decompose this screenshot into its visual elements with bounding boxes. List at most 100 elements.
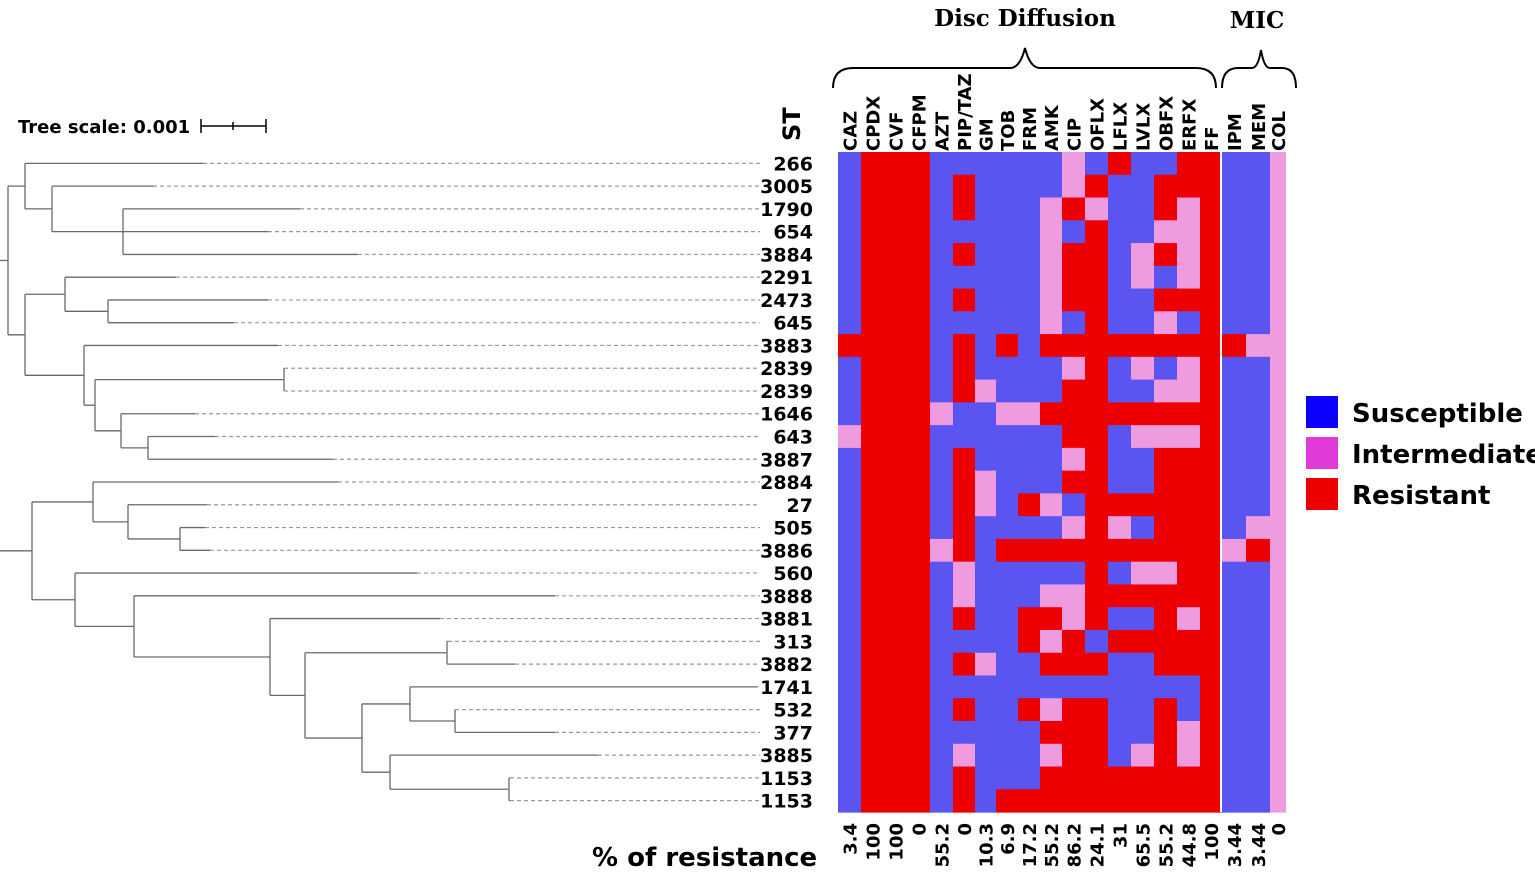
heatmap-cell	[884, 629, 907, 654]
heatmap-cell	[1177, 493, 1200, 517]
heatmap-cell	[1062, 152, 1085, 176]
heatmap-cell	[1270, 652, 1286, 677]
heatmap-cell	[907, 561, 930, 586]
heatmap-cell	[1085, 356, 1108, 381]
antibiotic-header: ERFX	[1180, 99, 1201, 151]
heatmap-cell	[930, 629, 953, 654]
heatmap-cell	[1018, 766, 1040, 790]
heatmap-cell	[1062, 698, 1085, 722]
heatmap-cell	[1062, 721, 1085, 745]
heatmap-cell	[1131, 629, 1154, 654]
heatmap-cell	[884, 311, 907, 335]
heatmap-cell	[907, 220, 930, 244]
strain-label: 560	[773, 563, 813, 585]
heatmap-cell	[1108, 743, 1131, 768]
heatmap-cell	[1131, 197, 1154, 221]
heatmap-cell	[861, 197, 884, 221]
strain-label: 3881	[760, 609, 813, 631]
heatmap-cell	[975, 789, 996, 813]
heatmap-cell	[996, 334, 1018, 358]
legend-label: Resistant	[1352, 481, 1490, 511]
heatmap-cell	[1154, 402, 1177, 426]
heatmap-cell	[1177, 265, 1200, 290]
heatmap-cell	[953, 743, 975, 768]
resistance-pct-label: 10.3	[977, 823, 998, 867]
antibiotic-header: LFLX	[1111, 102, 1132, 151]
heatmap-cell	[838, 379, 861, 403]
heatmap-cell	[1062, 402, 1085, 426]
heatmap-cell	[975, 402, 996, 426]
heatmap-cell	[1040, 356, 1062, 381]
heatmap-cell	[838, 675, 861, 699]
heatmap-cell	[1040, 584, 1062, 608]
heatmap-cell	[907, 493, 930, 517]
mic-title: MIC	[1230, 7, 1285, 34]
heatmap-cell	[930, 561, 953, 586]
heatmap-cell	[1018, 220, 1040, 244]
heatmap-cell	[996, 288, 1018, 312]
heatmap-cell	[1270, 470, 1286, 494]
heatmap-cell	[953, 538, 975, 563]
antibiotic-header: FRM	[1020, 107, 1041, 151]
heatmap-cell	[1062, 356, 1085, 381]
heatmap-cell	[1200, 538, 1222, 563]
strain-label: 313	[773, 631, 813, 653]
heatmap-cell	[996, 743, 1018, 768]
heatmap-cell	[1131, 721, 1154, 745]
heatmap-cell	[1177, 470, 1200, 494]
heatmap-cell	[953, 425, 975, 449]
heatmap-cell	[907, 265, 930, 290]
heatmap-cell	[1200, 243, 1222, 267]
heatmap-cell	[1018, 516, 1040, 540]
legend-label: Intermediate	[1352, 440, 1535, 470]
heatmap-cell	[1200, 675, 1222, 699]
heatmap-cell	[1085, 265, 1108, 290]
heatmap-cell	[1108, 288, 1131, 312]
heatmap-cell	[1062, 470, 1085, 494]
heatmap-cell	[930, 470, 953, 494]
heatmap-cell	[1131, 174, 1154, 199]
strain-label: 654	[773, 222, 813, 244]
heatmap-cell	[838, 561, 861, 586]
heatmap-cell	[861, 356, 884, 381]
heatmap-cell	[1177, 356, 1200, 381]
heatmap-cell	[1131, 152, 1154, 176]
heatmap-cell	[1018, 152, 1040, 176]
heatmap-cell	[1270, 174, 1286, 199]
heatmap-cell	[1222, 152, 1246, 176]
heatmap-cell	[907, 766, 930, 790]
antibiotic-header: FF	[1202, 126, 1223, 151]
heatmap-cell	[1040, 425, 1062, 449]
heatmap-cell	[907, 243, 930, 267]
heatmap-cell	[1018, 652, 1040, 677]
resistance-heatmap	[838, 152, 1286, 813]
antibiotic-header: COL	[1269, 111, 1290, 151]
heatmap-cell	[884, 766, 907, 790]
antibiotic-header: OFLX	[1088, 98, 1109, 151]
heatmap-cell	[1177, 675, 1200, 699]
heatmap-cell	[996, 311, 1018, 335]
resistance-pct-label: 17.2	[1020, 823, 1041, 867]
resistance-pct-label: 0	[910, 823, 931, 836]
heatmap-cell	[975, 766, 996, 790]
resistance-pct-label: 3.4	[841, 823, 862, 855]
strain-label: 27	[787, 495, 813, 517]
heatmap-cell	[1246, 561, 1270, 586]
heatmap-cell	[861, 538, 884, 563]
heatmap-cell	[1108, 447, 1131, 472]
heatmap-cell	[1222, 516, 1246, 540]
heatmap-cell	[861, 607, 884, 631]
heatmap-cell	[1177, 607, 1200, 631]
resistance-pct-label: 3.44	[1225, 823, 1246, 867]
heatmap-cell	[861, 675, 884, 699]
heatmap-cell	[1108, 516, 1131, 540]
heatmap-cell	[1177, 698, 1200, 722]
heatmap-cell	[907, 652, 930, 677]
heatmap-cell	[1131, 766, 1154, 790]
heatmap-cell	[861, 379, 884, 403]
heatmap-cell	[1108, 470, 1131, 494]
legend-swatch	[1306, 437, 1338, 469]
heatmap-cell	[1177, 766, 1200, 790]
heatmap-cell	[996, 220, 1018, 244]
heatmap-cell	[1246, 152, 1270, 176]
